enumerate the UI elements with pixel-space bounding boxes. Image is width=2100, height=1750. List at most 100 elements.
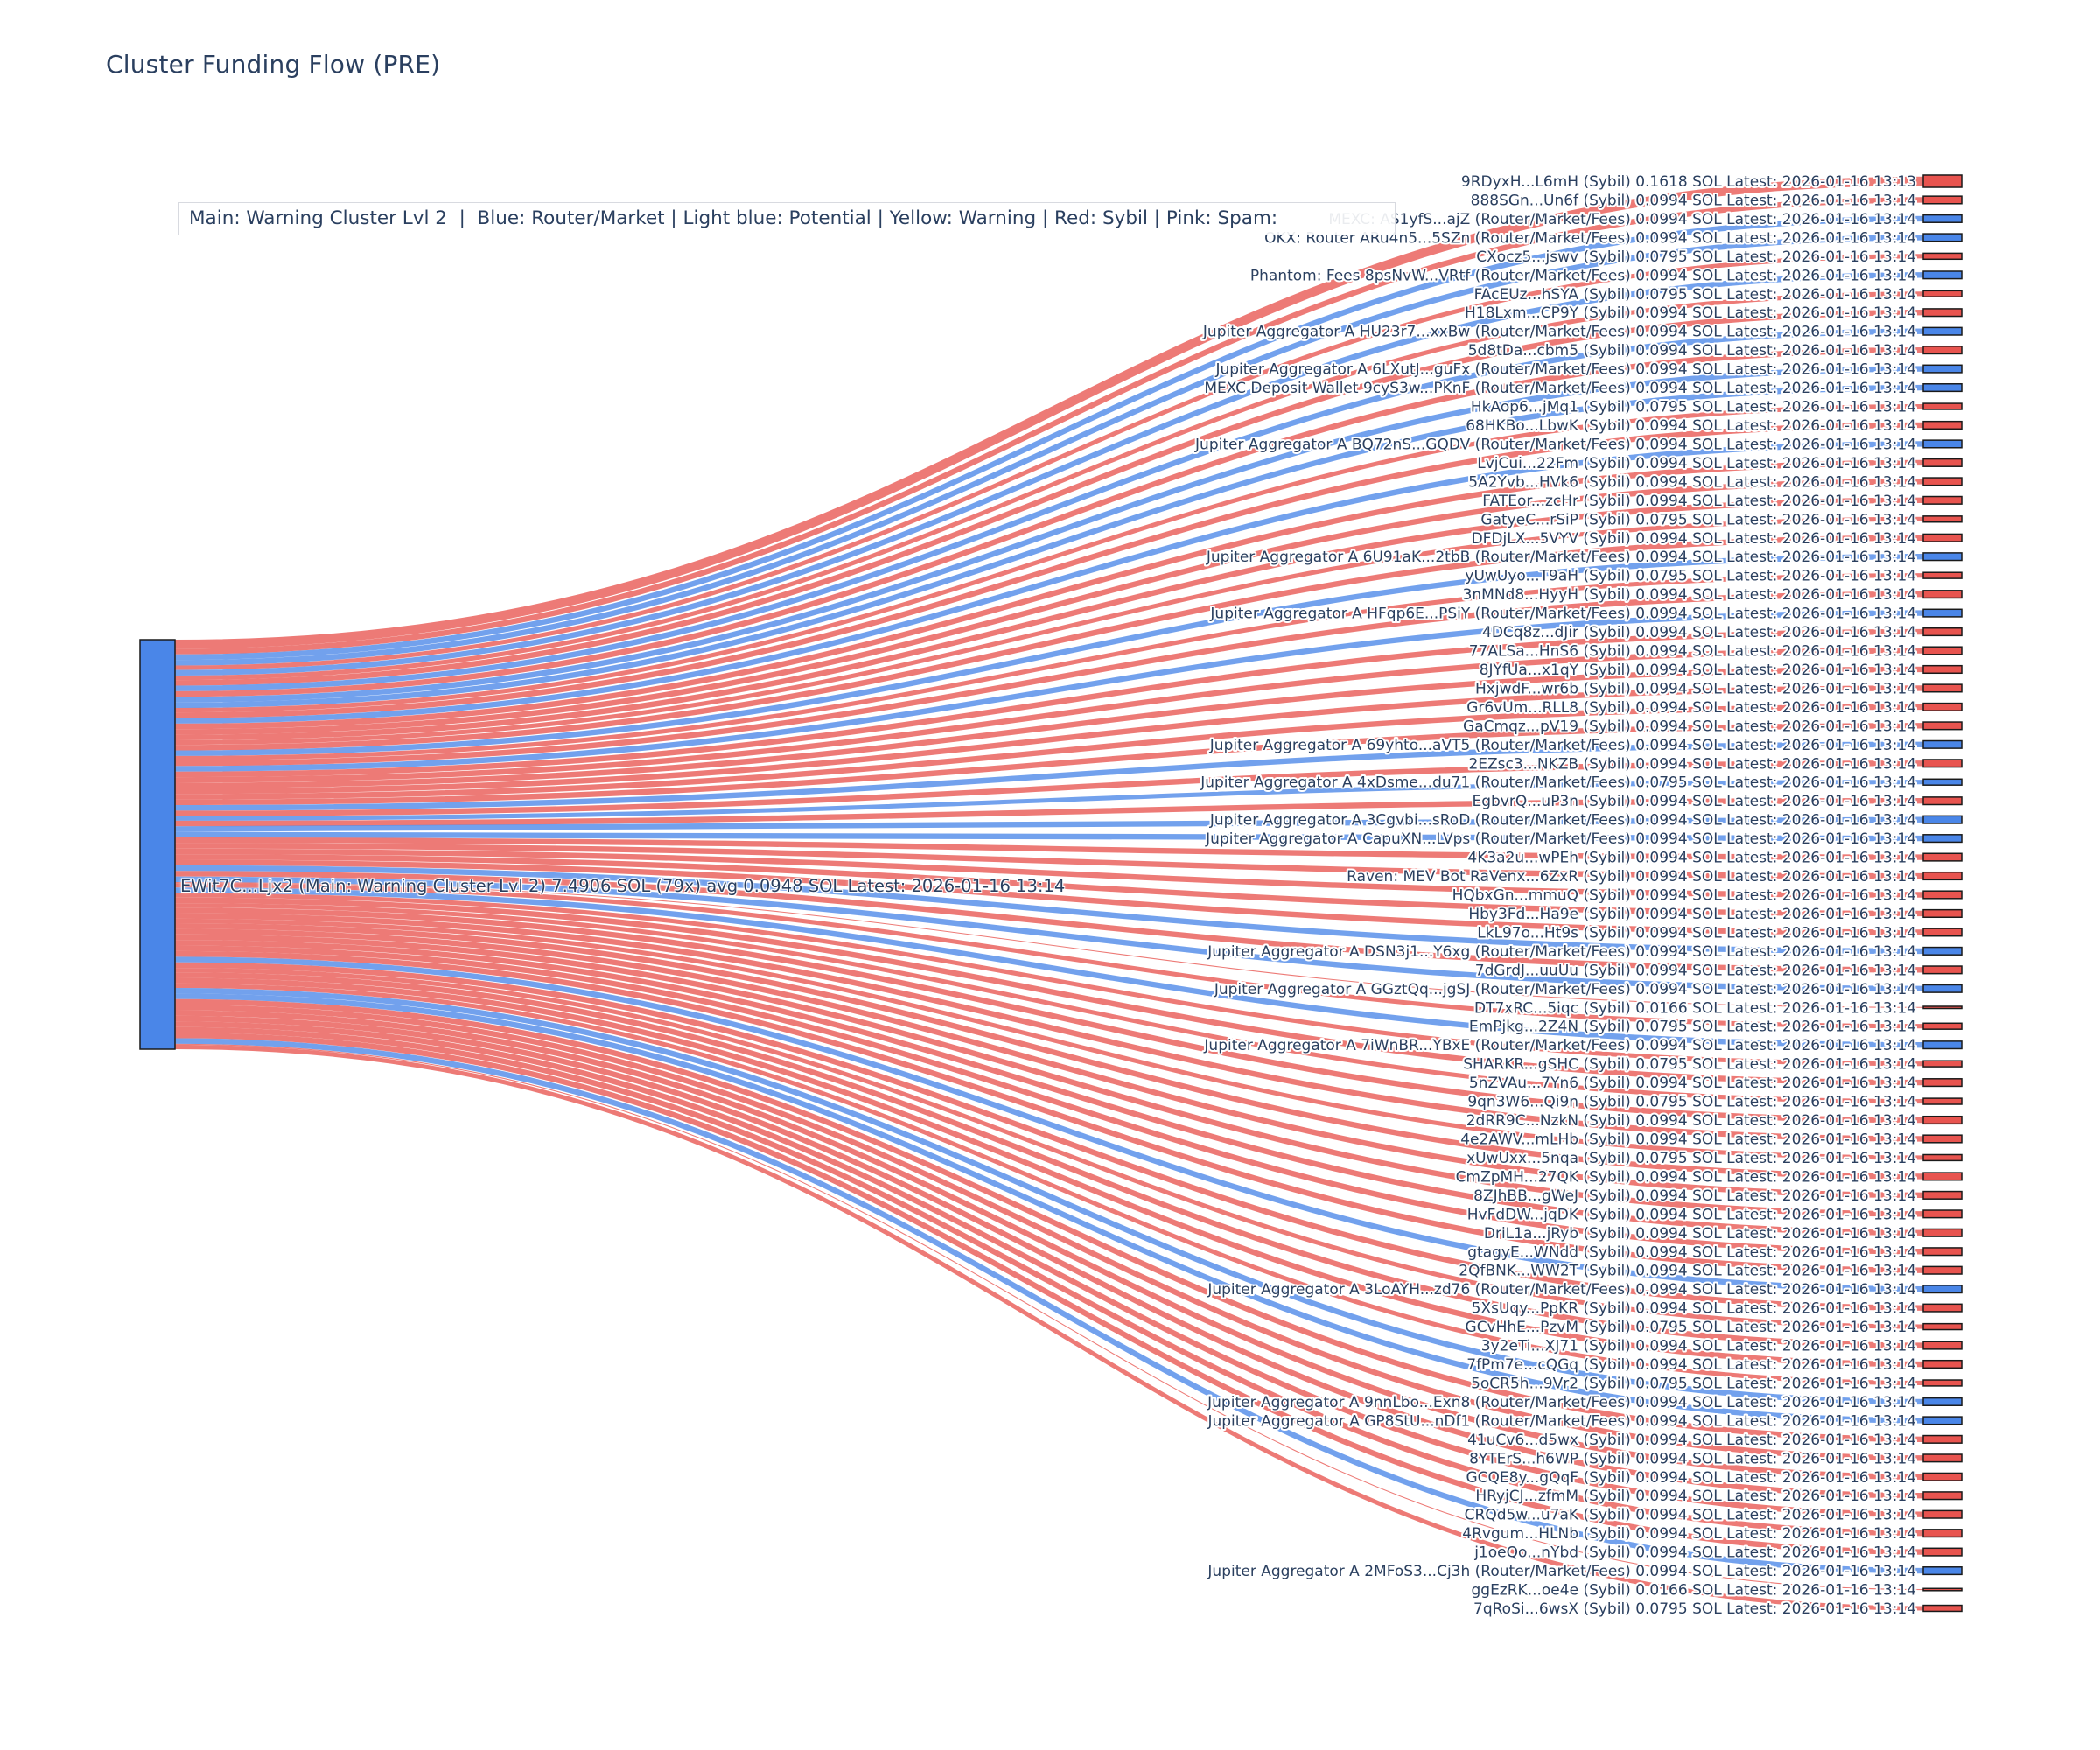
flow-link[interactable] <box>174 918 1924 1160</box>
target-node[interactable] <box>1922 195 1963 205</box>
target-node[interactable] <box>1922 1547 1963 1557</box>
target-node[interactable] <box>1922 1322 1963 1331</box>
flow-link[interactable] <box>174 892 1924 1067</box>
target-node[interactable] <box>1922 233 1963 242</box>
flow-link[interactable] <box>174 366 1924 703</box>
flow-link[interactable] <box>174 913 1924 1142</box>
flow-link[interactable] <box>174 972 1924 1348</box>
flow-link[interactable] <box>174 854 1924 917</box>
target-node[interactable] <box>1922 1396 1963 1406</box>
flow-link[interactable] <box>174 780 1924 821</box>
flow-link[interactable] <box>174 666 1924 788</box>
flow-link[interactable] <box>174 968 1924 1329</box>
target-node[interactable] <box>1922 1078 1963 1088</box>
target-node[interactable] <box>1922 1303 1963 1312</box>
target-node[interactable] <box>1922 759 1963 768</box>
flow-link[interactable] <box>174 940 1924 1236</box>
target-node[interactable] <box>1922 1172 1963 1181</box>
target-node[interactable] <box>1922 290 1963 298</box>
flow-link[interactable] <box>174 328 1924 691</box>
target-node[interactable] <box>1922 702 1963 711</box>
target-node[interactable] <box>1922 815 1963 824</box>
flow-link[interactable] <box>174 837 1924 860</box>
flow-link[interactable] <box>174 883 1924 1029</box>
target-node[interactable] <box>1922 571 1963 579</box>
flow-link[interactable] <box>174 1032 1924 1555</box>
target-node[interactable] <box>1922 1472 1963 1481</box>
target-node[interactable] <box>1922 214 1963 223</box>
target-node[interactable] <box>1922 1434 1963 1444</box>
target-node[interactable] <box>1922 796 1963 806</box>
target-node[interactable] <box>1922 721 1963 731</box>
flow-link[interactable] <box>174 554 1924 756</box>
flow-link[interactable] <box>174 497 1924 741</box>
target-node[interactable] <box>1922 834 1963 844</box>
flow-link[interactable] <box>174 1026 1924 1536</box>
flow-link[interactable] <box>174 516 1924 746</box>
target-node[interactable] <box>1922 1097 1963 1105</box>
flow-link[interactable] <box>174 1010 1924 1480</box>
flow-link[interactable] <box>174 723 1924 806</box>
flow-link[interactable] <box>174 1021 1924 1517</box>
flow-link[interactable] <box>174 704 1924 800</box>
target-node[interactable] <box>1922 515 1963 523</box>
target-node[interactable] <box>1922 890 1963 900</box>
flow-link[interactable] <box>174 816 1924 832</box>
target-node[interactable] <box>1922 778 1963 786</box>
target-node[interactable] <box>1922 608 1963 618</box>
target-node[interactable] <box>1922 420 1963 430</box>
target-node[interactable] <box>1922 984 1963 993</box>
flow-link[interactable] <box>174 876 1924 991</box>
target-node[interactable] <box>1922 1340 1963 1350</box>
flow-link[interactable] <box>174 535 1924 751</box>
target-node[interactable] <box>1922 664 1963 675</box>
flow-link[interactable] <box>174 1043 1924 1591</box>
target-node[interactable] <box>1922 739 1963 749</box>
target-node[interactable] <box>1922 1247 1963 1256</box>
target-node[interactable] <box>1922 1005 1963 1010</box>
target-node[interactable] <box>1922 1529 1963 1538</box>
flow-link[interactable] <box>174 887 1924 1048</box>
target-node[interactable] <box>1922 1587 1963 1592</box>
flow-link[interactable] <box>174 977 1924 1368</box>
flow-link[interactable] <box>174 928 1924 1199</box>
flow-link[interactable] <box>174 945 1924 1255</box>
flow-link[interactable] <box>174 384 1924 709</box>
target-node[interactable] <box>1922 1040 1963 1050</box>
flow-link[interactable] <box>174 648 1924 783</box>
flow-link[interactable] <box>174 310 1924 686</box>
flow-link[interactable] <box>174 859 1924 935</box>
flow-link[interactable] <box>174 1015 1924 1499</box>
flow-link[interactable] <box>174 760 1924 816</box>
flow-link[interactable] <box>174 254 1924 670</box>
flow-link[interactable] <box>174 848 1924 898</box>
target-node[interactable] <box>1922 458 1963 467</box>
target-node[interactable] <box>1922 1209 1963 1219</box>
target-node[interactable] <box>1922 1491 1963 1501</box>
target-node[interactable] <box>1922 439 1963 449</box>
target-node[interactable] <box>1922 1566 1963 1576</box>
target-node[interactable] <box>1922 495 1963 505</box>
target-node[interactable] <box>1922 308 1963 318</box>
target-node[interactable] <box>1922 552 1963 562</box>
target-node[interactable] <box>1922 852 1963 862</box>
flow-link[interactable] <box>174 897 1924 1086</box>
target-node[interactable] <box>1922 928 1963 937</box>
flow-link[interactable] <box>174 993 1924 1424</box>
flow-link[interactable] <box>174 573 1924 760</box>
target-node[interactable] <box>1922 364 1963 374</box>
flow-link[interactable] <box>174 479 1924 735</box>
target-node[interactable] <box>1922 946 1963 956</box>
target-node[interactable] <box>1922 908 1963 919</box>
flow-link[interactable] <box>174 403 1924 713</box>
flow-link[interactable] <box>174 983 1924 1386</box>
target-node[interactable] <box>1922 646 1963 655</box>
flow-link[interactable] <box>174 923 1924 1180</box>
target-node[interactable] <box>1922 174 1963 188</box>
flow-link[interactable] <box>174 956 1924 1292</box>
flow-link[interactable] <box>174 272 1924 676</box>
flow-link[interactable] <box>174 1004 1924 1461</box>
flow-link[interactable] <box>174 628 1924 778</box>
target-node[interactable] <box>1922 1153 1963 1162</box>
flow-link[interactable] <box>174 1038 1924 1574</box>
